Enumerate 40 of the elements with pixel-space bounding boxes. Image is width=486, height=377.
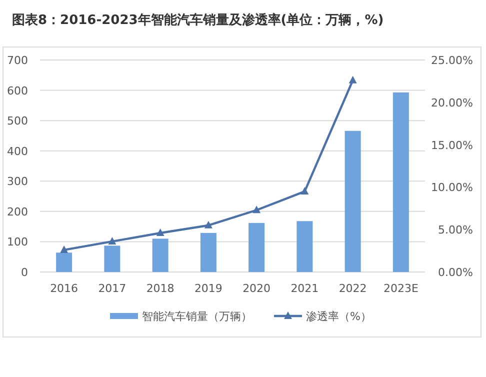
y-tick-label: 600 — [7, 84, 28, 98]
bar — [56, 252, 72, 272]
bar — [104, 246, 120, 272]
point — [252, 206, 261, 214]
y-tick-label: 200 — [7, 205, 28, 218]
y-tick-label: 500 — [7, 114, 28, 128]
x-tick-label: 2018 — [146, 282, 174, 295]
y-tick-label: 0 — [21, 266, 28, 279]
bar — [200, 232, 216, 272]
bar — [248, 222, 265, 272]
x-tick-label: 2019 — [194, 282, 222, 295]
y2-tick-label: 15.00% — [431, 138, 473, 152]
y2-tick-label: 5.00% — [438, 224, 473, 237]
bar — [344, 130, 361, 272]
x-tick-label: 2023E — [383, 282, 418, 295]
point — [204, 220, 212, 228]
title: 图表8：2016-2023年智能汽车销量及渗透率(单位：万辆，%) — [12, 13, 384, 28]
x-tick-label: 2016 — [50, 282, 78, 295]
y-tick-label: 300 — [7, 175, 28, 188]
bar — [392, 92, 409, 272]
x-tick-label: 2017 — [98, 282, 126, 295]
point — [156, 228, 164, 236]
y2-tick-label: 10.00% — [431, 181, 473, 194]
legend-label: 智能汽车销量（万辆） — [142, 310, 252, 323]
point — [60, 245, 68, 253]
y2-tick-label: 0.00% — [438, 266, 473, 279]
bar — [296, 221, 313, 272]
x-tick-label: 2021 — [290, 282, 319, 295]
y-tick-label: 400 — [7, 144, 28, 158]
y2-tick-label: 20.00% — [431, 96, 473, 110]
x-tick-label: 2020 — [242, 282, 271, 295]
bar — [152, 238, 168, 272]
y-tick-label: 700 — [7, 54, 28, 67]
point — [300, 186, 309, 194]
x-tick-label: 2022 — [338, 282, 367, 295]
point — [108, 236, 116, 244]
legend-label: 渗透率（%） — [306, 310, 372, 323]
point — [348, 76, 357, 84]
y-tick-label: 100 — [7, 236, 28, 249]
y2-tick-label: 25.00% — [431, 54, 473, 67]
